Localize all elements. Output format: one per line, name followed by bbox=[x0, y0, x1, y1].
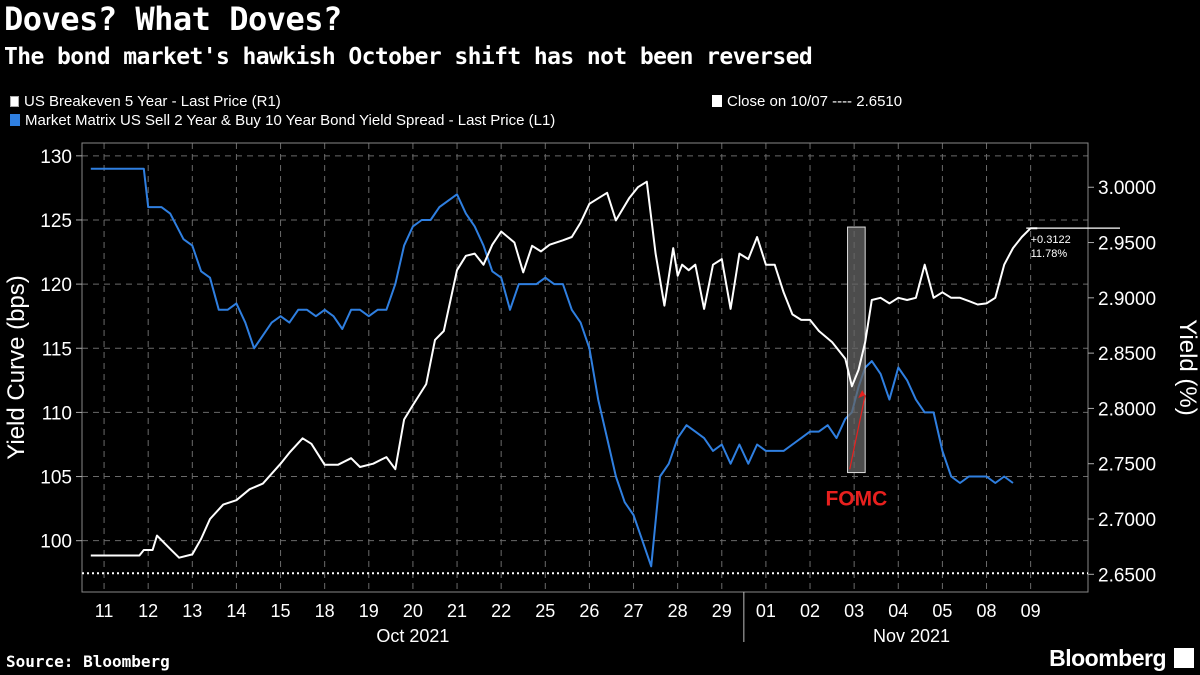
source-note: Source: Bloomberg bbox=[6, 652, 170, 671]
x-tick-label: 27 bbox=[624, 601, 644, 621]
x-tick-label: 25 bbox=[535, 601, 555, 621]
x-tick-label: 22 bbox=[491, 601, 511, 621]
right-tick-label: 2.9000 bbox=[1098, 289, 1156, 310]
x-tick-label: 05 bbox=[932, 601, 952, 621]
x-tick-label: 28 bbox=[668, 601, 688, 621]
left-tick-label: 120 bbox=[40, 275, 72, 296]
chart-title: Doves? What Doves? bbox=[4, 0, 342, 38]
series-layer bbox=[90, 167, 1038, 568]
x-tick-label: 26 bbox=[579, 601, 599, 621]
right-tick-label: 2.7000 bbox=[1098, 510, 1156, 531]
legend-breakeven-label: US Breakeven 5 Year - Last Price (R1) bbox=[24, 93, 281, 110]
x-tick-label: 09 bbox=[1021, 601, 1041, 621]
brand-logo: Bloomberg bbox=[1049, 645, 1166, 671]
plot-frame bbox=[81, 142, 1089, 593]
brand-box-icon bbox=[1174, 648, 1194, 668]
x-tick-label: 21 bbox=[447, 601, 467, 621]
right-tick-label: 2.9500 bbox=[1098, 234, 1156, 255]
legend-item-breakeven: US Breakeven 5 Year - Last Price (R1) bbox=[10, 93, 281, 110]
x-tick-label: 11 bbox=[95, 601, 114, 621]
fomc-highlight-box bbox=[847, 226, 866, 474]
x-tick-label: 13 bbox=[182, 601, 202, 621]
legend-item-spread: Market Matrix US Sell 2 Year & Buy 10 Ye… bbox=[10, 112, 555, 129]
left-tick-label: 115 bbox=[42, 339, 72, 360]
breakeven-swatch-icon bbox=[10, 96, 19, 107]
right-tick-label: 2.8000 bbox=[1098, 399, 1156, 420]
close-swatch-icon bbox=[712, 95, 722, 107]
spread-swatch-icon bbox=[10, 114, 20, 126]
left-axis-title: Yield Curve (bps) bbox=[3, 275, 30, 460]
annotation-layer: FOMC +0.3122 11.78% bbox=[82, 227, 1120, 575]
legend-close-label: Close on 10/07 ---- 2.6510 bbox=[727, 93, 903, 110]
x-tick-label: 02 bbox=[800, 601, 820, 621]
fomc-label: FOMC bbox=[825, 488, 887, 511]
last-value-pct: 11.78% bbox=[1031, 248, 1068, 260]
x-tick-label: 14 bbox=[226, 601, 246, 621]
right-tick-label: 2.8500 bbox=[1098, 344, 1156, 365]
left-tick-label: 100 bbox=[40, 532, 72, 553]
x-tick-label: 15 bbox=[271, 601, 291, 621]
chart-subtitle: The bond market's hawkish October shift … bbox=[4, 44, 813, 70]
month-label: Oct 2021 bbox=[376, 626, 449, 646]
x-tick-label: 08 bbox=[977, 601, 997, 621]
x-tick-label: 04 bbox=[888, 601, 908, 621]
right-tick-label: 2.6500 bbox=[1098, 565, 1156, 586]
breakeven-series-line bbox=[90, 180, 1038, 559]
fomc-arrow-head-icon bbox=[858, 390, 866, 399]
right-axis-title: Yield (%) bbox=[1174, 319, 1200, 415]
grid-layer bbox=[82, 143, 1088, 592]
x-tick-label: 03 bbox=[844, 601, 864, 621]
right-tick-label: 3.0000 bbox=[1098, 178, 1156, 199]
x-tick-label: 20 bbox=[403, 601, 423, 621]
left-tick-label: 105 bbox=[40, 468, 72, 489]
month-label: Nov 2021 bbox=[873, 626, 950, 646]
legend-item-close: Close on 10/07 ---- 2.6510 bbox=[712, 93, 902, 110]
right-tick-label: 2.7500 bbox=[1098, 455, 1156, 476]
left-tick-label: 130 bbox=[40, 147, 72, 168]
spread-series-line bbox=[90, 167, 1014, 568]
fomc-arrow-line bbox=[849, 395, 866, 470]
left-tick-label: 110 bbox=[42, 403, 72, 424]
last-value-change: +0.3122 bbox=[1031, 234, 1071, 246]
x-tick-label: 29 bbox=[712, 601, 732, 621]
axes-layer: 11 12 13 14 15 18 19 20 21 22 25 26 27 28 29 01 02 03 04 05… bbox=[3, 142, 1200, 646]
legend-spread-label: Market Matrix US Sell 2 Year & Buy 10 Ye… bbox=[25, 112, 556, 129]
left-tick-label: 125 bbox=[40, 211, 72, 232]
x-tick-label: 01 bbox=[756, 601, 776, 621]
x-tick-label: 18 bbox=[315, 601, 335, 621]
x-tick-label: 19 bbox=[359, 601, 379, 621]
x-tick-label: 12 bbox=[138, 601, 158, 621]
